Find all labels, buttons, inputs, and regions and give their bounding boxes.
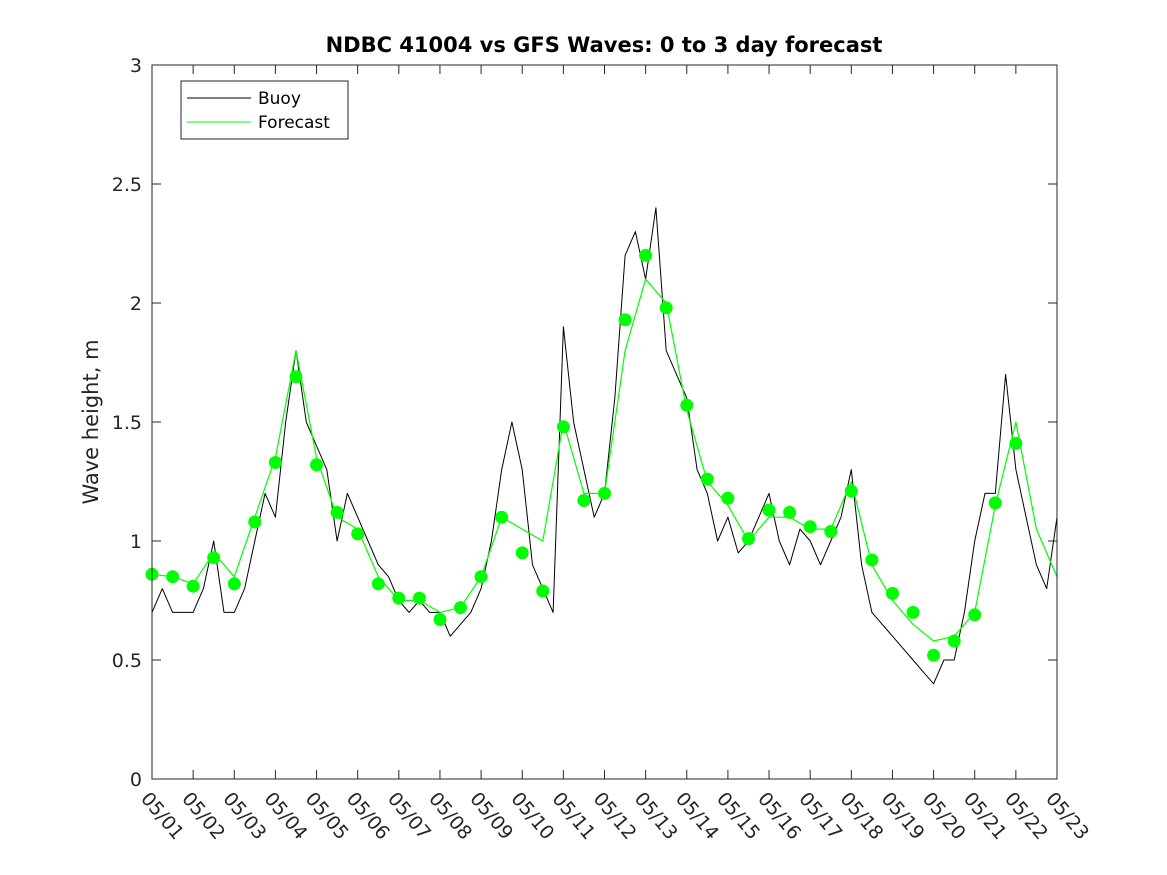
forecast-analysis-point — [824, 525, 838, 538]
y-tick-label: 1.5 — [112, 412, 142, 434]
forecast-analysis-point — [721, 491, 735, 505]
forecast-analysis-point — [330, 505, 344, 519]
forecast-analysis-point — [1009, 436, 1023, 450]
forecast-analysis-point — [310, 458, 323, 472]
forecast-analysis-point — [248, 515, 262, 529]
forecast-analysis-point — [659, 301, 673, 315]
forecast-analysis-point — [207, 551, 221, 565]
forecast-analysis-point — [166, 570, 180, 584]
forecast-analysis-point — [371, 577, 385, 591]
forecast-analysis-point — [351, 527, 365, 541]
forecast-analysis-point — [227, 577, 241, 591]
forecast-analysis-point — [927, 648, 941, 662]
y-tick-label: 2 — [130, 293, 142, 315]
forecast-analysis-point — [392, 591, 406, 605]
forecast-analysis-point — [700, 472, 714, 486]
forecast-analysis-point — [515, 546, 529, 560]
forecast-analysis-point — [618, 313, 632, 327]
forecast-analysis-point — [639, 248, 653, 262]
legend: Buoy Forecast — [180, 80, 349, 140]
forecast-analysis-point — [886, 586, 899, 600]
y-tick-label: 0.5 — [112, 650, 142, 672]
y-tick-label: 0 — [130, 769, 142, 791]
forecast-analysis-point — [495, 510, 509, 524]
chart-title: NDBC 41004 vs GFS Waves: 0 to 3 day fore… — [326, 33, 883, 57]
legend-label-buoy: Buoy — [258, 89, 301, 109]
forecast-analysis-point — [556, 420, 570, 434]
legend-label-forecast: Forecast — [258, 113, 330, 133]
forecast-analysis-point — [536, 584, 550, 598]
y-axis-label: Wave height, m — [79, 339, 103, 504]
forecast-analysis-point — [865, 553, 879, 567]
forecast-analysis-point — [598, 486, 611, 500]
forecast-analysis-point — [474, 570, 488, 584]
y-tick-label: 2.5 — [112, 174, 142, 196]
forecast-analysis-point — [762, 503, 776, 517]
forecast-analysis-point — [803, 520, 817, 534]
forecast-analysis-point — [906, 605, 920, 619]
forecast-analysis-point — [968, 608, 982, 622]
forecast-analysis-point — [783, 505, 797, 519]
y-tick-label: 3 — [130, 55, 142, 77]
forecast-analysis-point — [289, 370, 303, 384]
forecast-analysis-point — [988, 496, 1002, 510]
forecast-analysis-point — [186, 579, 200, 593]
y-tick-label: 1 — [130, 531, 142, 553]
forecast-analysis-point — [680, 398, 694, 412]
forecast-analysis-point — [268, 456, 282, 469]
plot-area — [152, 65, 1057, 779]
forecast-analysis-point — [844, 484, 858, 498]
forecast-analysis-point — [947, 634, 961, 648]
forecast-analysis-point — [742, 532, 755, 546]
forecast-analysis-point — [412, 591, 426, 605]
legend-box — [180, 80, 349, 140]
forecast-analysis-point — [577, 494, 591, 507]
forecast-analysis-point — [433, 613, 447, 626]
forecast-analysis-point — [454, 601, 467, 615]
